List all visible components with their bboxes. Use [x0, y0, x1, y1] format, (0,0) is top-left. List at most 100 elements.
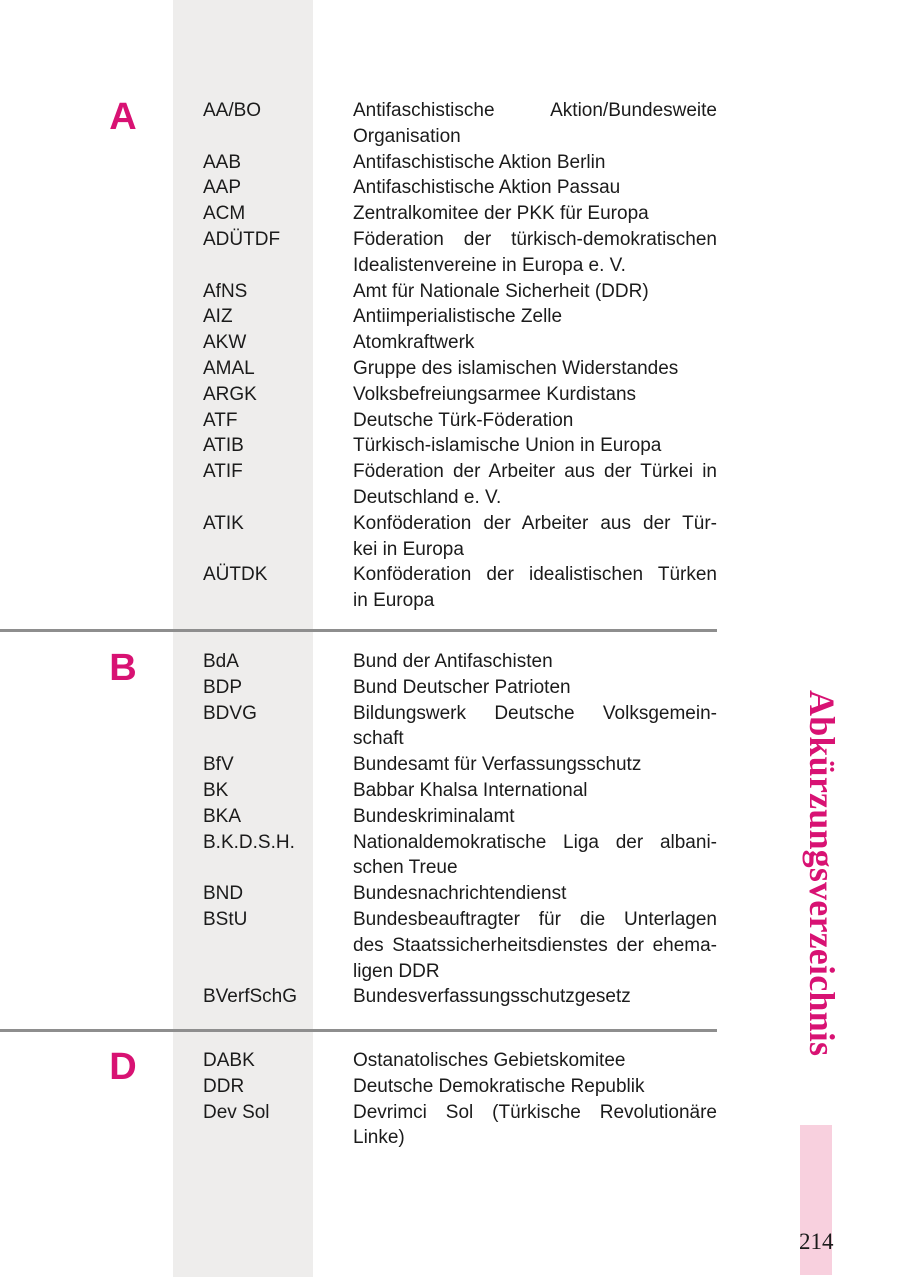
- abbr-code: Dev Sol: [203, 1101, 270, 1123]
- abbr-definition-line: Deutschland e. V.: [353, 486, 502, 508]
- abbr-row: ATIB Türkisch-islamische Union in Europa: [203, 433, 760, 459]
- abbr-definition: Gruppe des islamischen Widerstandes: [353, 356, 717, 382]
- abbr-row: BKA Bundeskriminalamt: [203, 804, 760, 830]
- abbr-definition: Nationaldemokratische Liga der albani-sc…: [353, 830, 717, 882]
- abbr-definition-line: des Staatssicherheitsdienstes der ehema-: [353, 934, 717, 956]
- abbr-definition: Antiimperialistische Zelle: [353, 304, 717, 330]
- abbr-code: BfV: [203, 754, 234, 776]
- abbr-code: AIZ: [203, 306, 233, 328]
- abbr-definition: Bundesamt für Verfassungsschutz: [353, 752, 717, 778]
- abbr-definition-line: ligen DDR: [353, 960, 440, 982]
- abbr-row: AIZ Antiimperialistische Zelle: [203, 304, 760, 330]
- abbr-definition-line: Deutsche Türk-Föderation: [353, 409, 574, 431]
- section-entries: AA/BO Antifaschistische Aktion/Bundesweit…: [203, 98, 760, 614]
- abbr-code: ARGK: [203, 383, 257, 405]
- abbr-definition-line: Bund der Antifaschisten: [353, 651, 553, 672]
- abbr-definition-line: Antifaschistische Aktion/Bundesweite: [353, 100, 717, 121]
- abbr-definition-line: Bund Deutscher Patrioten: [353, 676, 571, 698]
- abbr-code: BND: [203, 883, 244, 905]
- abbr-code: BDP: [203, 676, 243, 698]
- abbr-definition: Bundesnachrichtendienst: [353, 881, 717, 907]
- abbr-definition: Bildungswerk Deutsche Volksgemein-schaft: [353, 701, 717, 753]
- page-margin-title: Abkürzungsverzeichnis: [802, 690, 842, 1057]
- abbr-definition-line: kei in Europa: [353, 538, 464, 560]
- abbr-definition-line: Amt für Nationale Sicherheit (DDR): [353, 280, 649, 302]
- abbr-row: B.K.D.S.H. Nationaldemokratische Liga der…: [203, 830, 760, 882]
- abbr-definition: Bundesverfassungsschutzgesetz: [353, 984, 717, 1010]
- section-entries: BdA Bund der Antifaschisten BDP Bund Deutsc…: [203, 649, 760, 1010]
- abbr-definition-line: Atomkraftwerk: [353, 332, 475, 354]
- abbr-code: BDVG: [203, 702, 257, 724]
- abbr-definition: Bund Deutscher Patrioten: [353, 675, 717, 701]
- abbr-definition-line: Bundesbeauftragter für die Unterlagen: [353, 908, 717, 930]
- section-letter: A: [109, 96, 137, 138]
- abbr-code: ATIF: [203, 461, 243, 483]
- abbr-definition: Babbar Khalsa International: [353, 778, 717, 804]
- abbr-definition: Amt für Nationale Sicherheit (DDR): [353, 279, 717, 305]
- abbr-definition: Deutsche Demokratische Republik: [353, 1074, 717, 1100]
- abbr-definition-line: Konföderation der Arbeiter aus der Tür-: [353, 512, 717, 534]
- abbr-row: AMAL Gruppe des islamischen Widerstandes: [203, 356, 760, 382]
- abbr-definition-line: Idealistenvereine in Europa e. V.: [353, 254, 626, 276]
- abbr-definition-line: Zentralkomitee der PKK für Europa: [353, 203, 649, 225]
- abbr-code: BVerfSchG: [203, 986, 297, 1008]
- abbr-code: DDR: [203, 1075, 245, 1097]
- abbr-definition: Atomkraftwerk: [353, 330, 717, 356]
- abbr-code: BdA: [203, 651, 239, 672]
- abbr-row: ARGK Volksbefreiungsarmee Kurdistans: [203, 382, 760, 408]
- abbr-definition-line: Antifaschistische Aktion Passau: [353, 177, 621, 199]
- abbr-code: AMAL: [203, 357, 255, 379]
- abbr-row: BDP Bund Deutscher Patrioten: [203, 675, 760, 701]
- abbr-row: AKW Atomkraftwerk: [203, 330, 760, 356]
- abbr-definition-line: Antiimperialistische Zelle: [353, 306, 563, 328]
- abbr-definition: Türkisch-islamische Union in Europa: [353, 433, 717, 459]
- abbr-row: ATIK Konföderation der Arbeiter aus der T…: [203, 511, 760, 563]
- abbr-code: AfNS: [203, 280, 248, 302]
- section-entries: DABK Ostanatolisches Gebietskomitee DDR Deu…: [203, 1048, 760, 1151]
- section-b: B BdA Bund der Antifaschisten BDP Bund Deuts…: [0, 649, 760, 1010]
- abbr-code: AAP: [203, 177, 242, 199]
- abbr-row: BND Bundesnachrichtendienst: [203, 881, 760, 907]
- abbr-definition-line: Nationaldemokratische Liga der albani-: [353, 831, 717, 853]
- abbr-row: DABK Ostanatolisches Gebietskomitee: [203, 1048, 760, 1074]
- abbr-definition-line: in Europa: [353, 590, 435, 612]
- abbr-definition: Devrimci Sol (Türkische Revolutionäre Lin…: [353, 1100, 717, 1152]
- abbr-definition: Zentralkomitee der PKK für Europa: [353, 201, 717, 227]
- abbr-definition: Antifaschistische Aktion/Bundesweite Orga…: [353, 98, 717, 150]
- abbr-definition-line: Bildungswerk Deutsche Volksgemein-: [353, 702, 717, 724]
- abbreviation-column-background: [173, 0, 313, 1277]
- section-divider: [0, 1029, 717, 1032]
- abbr-definition-line: Bundeskriminalamt: [353, 805, 515, 827]
- abbr-definition: Bundeskriminalamt: [353, 804, 717, 830]
- abbr-row: Dev Sol Devrimci Sol (Türkische Revolutio…: [203, 1100, 760, 1152]
- abbr-definition-line: Volksbefreiungsarmee Kurdistans: [353, 383, 637, 405]
- abbr-definition: Ostanatolisches Gebietskomitee: [353, 1048, 717, 1074]
- abbr-code: BStU: [203, 908, 248, 930]
- abbr-definition-line: Linke): [353, 1127, 405, 1149]
- abbr-definition: Föderation der türkisch-demokratischen Id…: [353, 227, 717, 279]
- abbr-row: ACM Zentralkomitee der PKK für Europa: [203, 201, 760, 227]
- page-number: 214: [799, 1229, 834, 1254]
- abbr-definition: Antifaschistische Aktion Berlin: [353, 150, 717, 176]
- abbr-code: AÜTDK: [203, 564, 268, 586]
- abbr-definition-line: schaft: [353, 728, 404, 750]
- abbr-definition-line: Antifaschistische Aktion Berlin: [353, 151, 606, 173]
- abbr-code: AA/BO: [203, 100, 262, 121]
- abbr-code: AKW: [203, 332, 247, 354]
- page-margin-tab: [800, 1125, 832, 1275]
- abbr-definition-line: Babbar Khalsa International: [353, 779, 588, 801]
- abbr-definition-line: Bundesnachrichtendienst: [353, 883, 567, 905]
- abbr-row: AAP Antifaschistische Aktion Passau: [203, 175, 760, 201]
- abbr-row: BdA Bund der Antifaschisten: [203, 649, 760, 675]
- abbr-definition-line: Devrimci Sol (Türkische Revolutionäre: [353, 1101, 717, 1123]
- abbr-definition-line: Bundesamt für Verfassungsschutz: [353, 754, 642, 776]
- abbr-code: AAB: [203, 151, 242, 173]
- abbr-definition-line: Ostanatolisches Gebietskomitee: [353, 1050, 626, 1071]
- abbr-definition-line: Gruppe des islamischen Widerstandes: [353, 357, 679, 379]
- section-a: A AA/BO Antifaschistische Aktion/Bundeswei…: [0, 98, 760, 614]
- abbr-definition-line: Türkisch-islamische Union in Europa: [353, 435, 662, 457]
- abbr-row: BK Babbar Khalsa International: [203, 778, 760, 804]
- abbr-definition-line: schen Treue: [353, 857, 458, 879]
- abbr-code: BKA: [203, 805, 242, 827]
- section-d: D DABK Ostanatolisches Gebietskomitee DDR De…: [0, 1048, 760, 1151]
